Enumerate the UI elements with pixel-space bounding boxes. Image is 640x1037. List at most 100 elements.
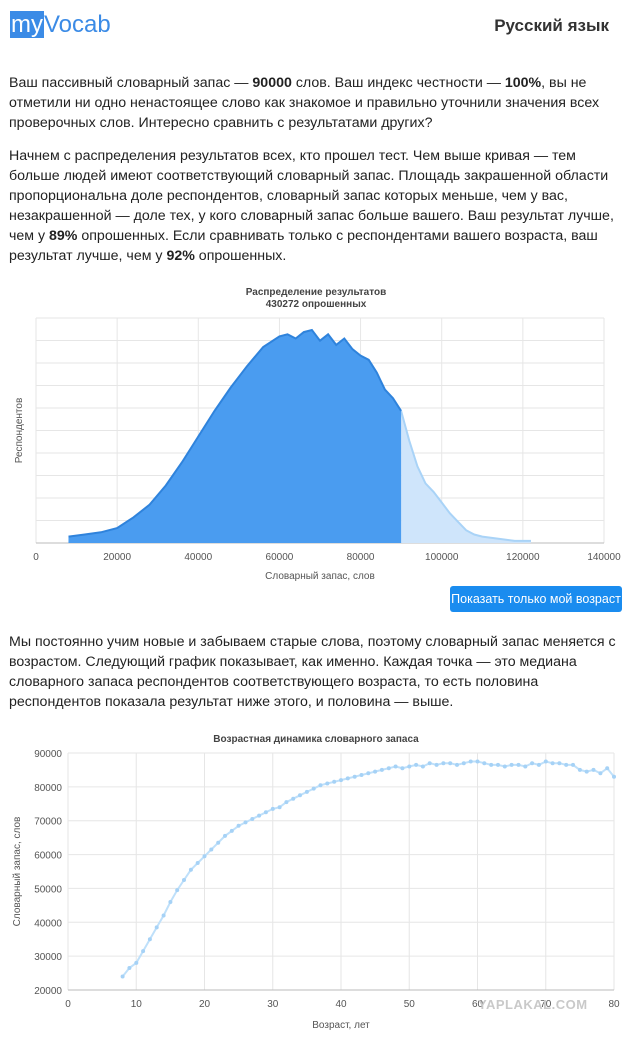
data-point xyxy=(243,820,248,825)
data-point xyxy=(530,761,535,766)
data-point xyxy=(291,796,296,801)
data-point xyxy=(161,913,166,918)
data-point xyxy=(250,817,255,821)
data-point xyxy=(134,960,139,965)
data-point xyxy=(120,974,125,979)
data-point xyxy=(141,949,146,954)
data-point xyxy=(543,759,548,764)
data-point xyxy=(577,767,582,772)
data-point xyxy=(263,810,268,815)
data-point xyxy=(311,786,316,791)
data-point xyxy=(393,764,398,769)
data-point xyxy=(564,762,569,767)
x-tick-label: 60000 xyxy=(266,552,294,563)
data-point xyxy=(441,761,446,766)
y-tick-label: 50000 xyxy=(34,884,62,895)
x-tick-label: 20 xyxy=(199,999,211,1010)
data-point xyxy=(584,769,589,774)
data-point xyxy=(195,861,200,865)
curve-above-user xyxy=(400,410,531,542)
data-point xyxy=(536,762,541,767)
data-point xyxy=(386,766,391,771)
data-point xyxy=(379,767,384,772)
x-tick-label: 0 xyxy=(33,552,39,563)
data-point xyxy=(318,783,323,788)
data-point xyxy=(188,867,193,872)
data-point xyxy=(420,764,425,769)
language-selector[interactable]: Русский язык xyxy=(494,16,609,35)
area-above-user xyxy=(401,410,531,543)
y-axis-label: Респондентов xyxy=(14,398,25,464)
data-point xyxy=(175,888,180,893)
x-axis-label: Возраст, лет xyxy=(312,1020,370,1031)
data-point xyxy=(598,771,603,776)
data-point xyxy=(359,773,364,777)
data-point xyxy=(550,761,555,766)
data-point xyxy=(496,762,500,767)
better-all-value: 89% xyxy=(49,228,78,244)
data-point xyxy=(400,766,405,771)
x-tick-label: 60 xyxy=(472,999,484,1010)
area-below-user xyxy=(68,330,402,543)
age-dynamics-chart: Возрастная динамика словарного запаса200… xyxy=(12,734,620,1031)
data-point xyxy=(168,900,173,904)
data-point xyxy=(557,761,562,766)
x-tick-label: 40 xyxy=(335,999,347,1010)
data-point xyxy=(182,878,186,882)
y-tick-label: 70000 xyxy=(34,817,62,828)
data-point xyxy=(236,823,241,828)
show-my-age-button[interactable]: Показать только мой возраст xyxy=(450,586,622,612)
data-point xyxy=(154,925,159,930)
x-tick-label: 50 xyxy=(404,999,416,1010)
data-point xyxy=(605,766,610,771)
chart-subtitle: 430272 опрошенных xyxy=(266,299,367,310)
data-point xyxy=(407,764,412,769)
data-point xyxy=(209,847,214,852)
y-tick-label: 40000 xyxy=(34,918,62,929)
data-point xyxy=(345,776,350,781)
x-tick-label: 70 xyxy=(540,999,552,1010)
data-point xyxy=(591,767,596,772)
honesty-value: 100% xyxy=(504,75,542,91)
data-point xyxy=(482,761,487,766)
data-point xyxy=(298,793,302,798)
data-point xyxy=(257,813,262,818)
data-point xyxy=(448,761,453,766)
x-tick-label: 10 xyxy=(131,999,143,1010)
data-point xyxy=(147,937,152,942)
data-point xyxy=(571,762,575,767)
data-point xyxy=(414,762,419,767)
data-point xyxy=(489,762,494,767)
data-point xyxy=(339,778,343,783)
header: myVocab Русский язык xyxy=(0,0,640,52)
data-point xyxy=(229,828,234,833)
y-axis-label: Словарный запас, слов xyxy=(12,817,23,927)
x-tick-label: 40000 xyxy=(184,552,212,563)
data-point xyxy=(223,833,227,838)
x-tick-label: 140000 xyxy=(587,552,621,563)
curve-below-user xyxy=(68,328,402,538)
data-point xyxy=(352,774,357,779)
data-point xyxy=(468,759,473,764)
data-point xyxy=(216,840,221,845)
y-tick-label: 80000 xyxy=(34,783,62,794)
logo[interactable]: myVocab xyxy=(10,11,111,38)
result-summary: Ваш пассивный словарный запас — 90000 сл… xyxy=(9,75,600,131)
data-point xyxy=(516,762,521,767)
vocab-value: 90000 xyxy=(252,75,292,91)
data-point xyxy=(270,806,275,811)
data-point xyxy=(373,769,378,774)
x-tick-label: 100000 xyxy=(425,552,459,563)
x-tick-label: 80 xyxy=(608,999,620,1010)
x-tick-label: 80000 xyxy=(347,552,375,563)
data-point xyxy=(277,805,282,810)
watermark: YAPLAKAL.COM xyxy=(478,997,588,1012)
data-point xyxy=(332,779,337,784)
data-point xyxy=(127,966,132,970)
data-point xyxy=(475,759,480,764)
age-dynamics-explanation: Мы постоянно учим новые и забываем стары… xyxy=(9,634,616,710)
data-point xyxy=(284,800,289,805)
x-axis-label: Словарный запас, слов xyxy=(265,571,375,582)
data-point xyxy=(427,761,432,766)
x-tick-label: 120000 xyxy=(506,552,540,563)
